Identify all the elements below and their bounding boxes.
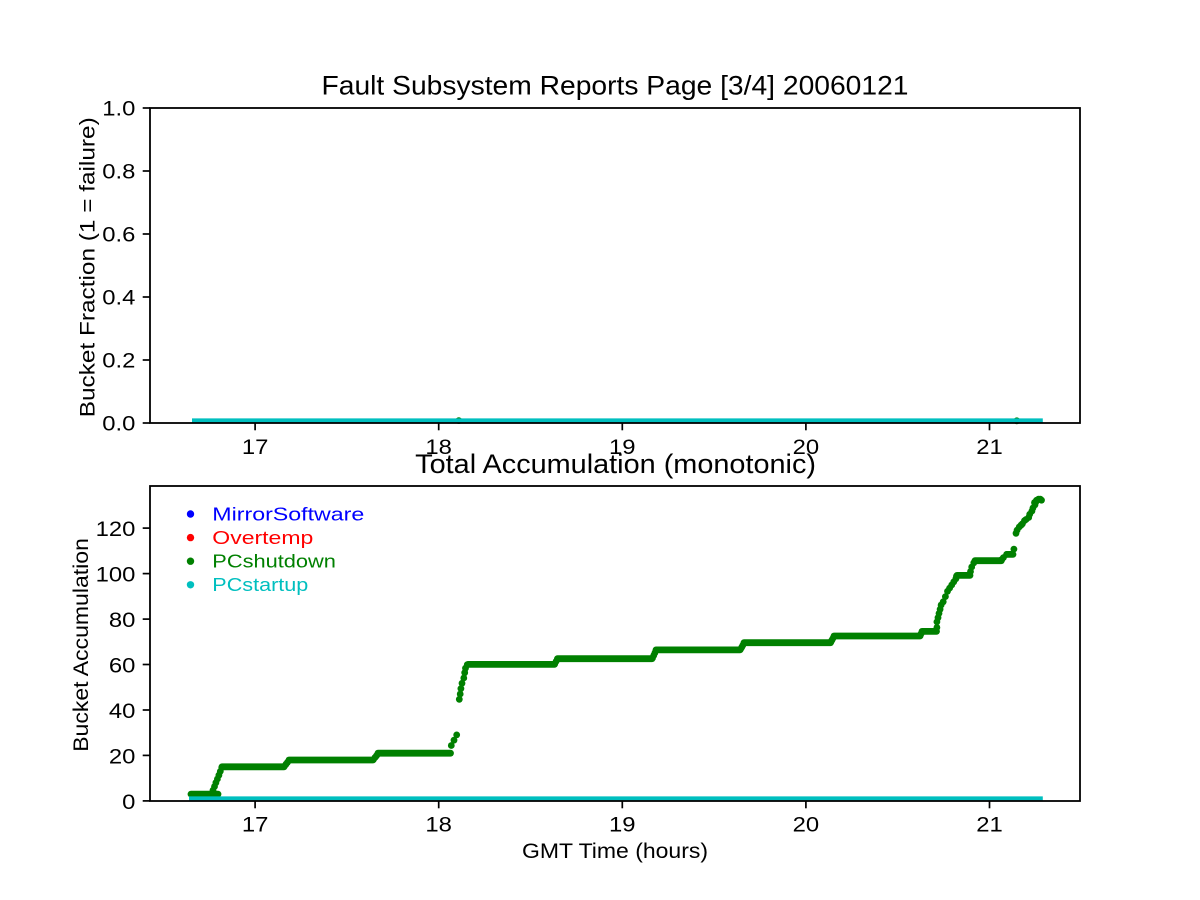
svg-text:PCshutdown: PCshutdown bbox=[212, 552, 336, 572]
svg-text:MirrorSoftware: MirrorSoftware bbox=[212, 504, 364, 524]
svg-text:18: 18 bbox=[425, 435, 452, 459]
svg-text:20: 20 bbox=[793, 435, 820, 459]
svg-text:0.2: 0.2 bbox=[102, 349, 135, 373]
svg-text:Overtemp: Overtemp bbox=[212, 528, 313, 548]
svg-text:1.0: 1.0 bbox=[102, 97, 135, 121]
svg-text:Bucket Accumulation: Bucket Accumulation bbox=[69, 538, 93, 752]
svg-text:PCstartup: PCstartup bbox=[212, 575, 308, 595]
svg-text:GMT Time (hours): GMT Time (hours) bbox=[522, 839, 708, 863]
svg-text:120: 120 bbox=[96, 517, 136, 541]
svg-text:19: 19 bbox=[609, 813, 636, 837]
svg-text:0.0: 0.0 bbox=[102, 412, 135, 436]
svg-text:0.4: 0.4 bbox=[102, 286, 135, 310]
svg-text:80: 80 bbox=[109, 608, 136, 632]
svg-text:0.8: 0.8 bbox=[102, 160, 135, 184]
svg-text:19: 19 bbox=[609, 435, 636, 459]
svg-text:17: 17 bbox=[242, 435, 269, 459]
svg-text:17: 17 bbox=[242, 813, 269, 837]
svg-text:Bucket Fraction (1 = failure): Bucket Fraction (1 = failure) bbox=[76, 117, 100, 417]
svg-text:40: 40 bbox=[109, 699, 136, 723]
svg-text:60: 60 bbox=[109, 653, 136, 677]
svg-text:20: 20 bbox=[109, 744, 136, 768]
svg-text:18: 18 bbox=[425, 813, 452, 837]
svg-text:100: 100 bbox=[96, 563, 136, 587]
svg-text:Fault Subsystem Reports Page [: Fault Subsystem Reports Page [3/4] 20060… bbox=[322, 71, 909, 101]
svg-text:21: 21 bbox=[976, 813, 1003, 837]
svg-text:21: 21 bbox=[976, 435, 1003, 459]
svg-text:Total Accumulation (monotonic): Total Accumulation (monotonic) bbox=[415, 449, 816, 479]
svg-text:0: 0 bbox=[122, 790, 135, 814]
svg-text:0.6: 0.6 bbox=[102, 223, 135, 247]
svg-text:20: 20 bbox=[793, 813, 820, 837]
